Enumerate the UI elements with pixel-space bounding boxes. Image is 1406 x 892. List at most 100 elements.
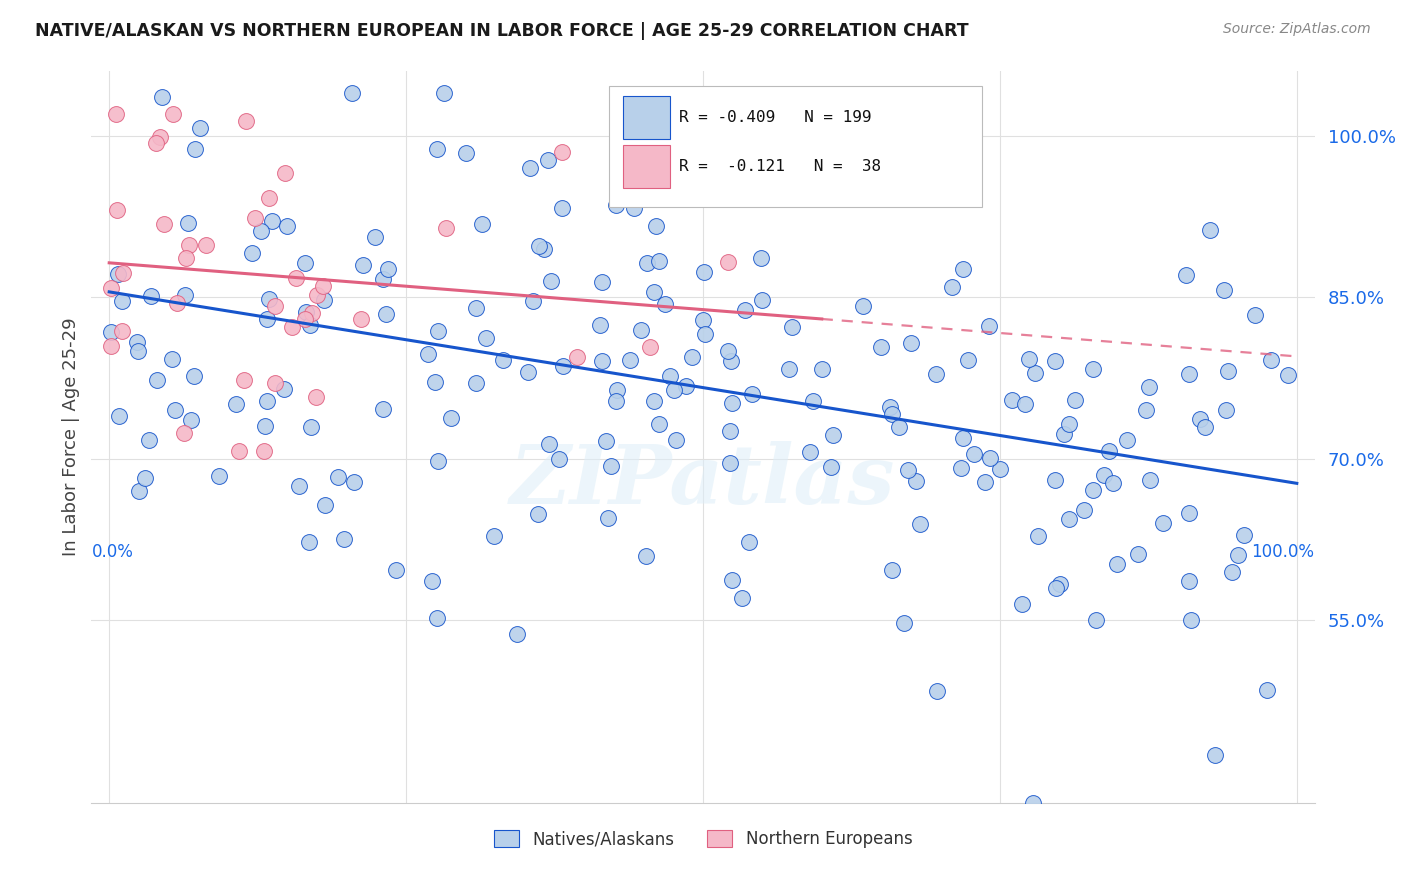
Point (591, 275, 613, 289)
Point (432, 86, 454, 100)
Point (751, 293, 773, 308)
Point (1081, 483, 1104, 498)
Point (517, 365, 540, 379)
Point (1256, 683, 1278, 698)
Point (273, 382, 295, 396)
Point (1220, 565, 1243, 579)
Point (454, 146, 477, 161)
Point (1139, 473, 1161, 487)
Point (634, 140, 657, 154)
Point (1022, 796, 1045, 810)
Point (1226, 548, 1249, 562)
Point (1024, 367, 1046, 381)
Point (440, 411, 463, 425)
Point (260, 213, 283, 227)
Point (294, 305, 316, 319)
Point (484, 529, 506, 543)
Point (605, 197, 627, 211)
Point (741, 387, 763, 401)
Point (1277, 368, 1299, 382)
Point (235, 114, 257, 128)
Point (146, 373, 169, 387)
Point (718, 456, 741, 470)
Point (1053, 426, 1076, 441)
Point (149, 130, 172, 145)
Point (550, 201, 572, 215)
Point (188, 120, 211, 135)
Point (257, 292, 280, 306)
Point (264, 299, 287, 313)
Point (533, 243, 555, 257)
Point (165, 402, 187, 417)
Point (294, 311, 316, 326)
Point (990, 462, 1012, 476)
Point (176, 215, 198, 229)
Point (681, 350, 703, 364)
Point (910, 516, 932, 531)
Point (465, 301, 488, 315)
Point (364, 229, 387, 244)
Point (1216, 363, 1239, 377)
Point (100, 325, 122, 339)
Point (979, 450, 1001, 465)
Point (721, 395, 744, 409)
Point (1018, 352, 1040, 367)
Point (1178, 506, 1201, 520)
Point (718, 425, 741, 439)
Text: Source: ZipAtlas.com: Source: ZipAtlas.com (1223, 22, 1371, 37)
Point (377, 262, 399, 277)
Point (299, 420, 322, 434)
Point (426, 454, 449, 468)
Point (333, 532, 356, 546)
Point (551, 145, 574, 159)
Point (1045, 581, 1067, 595)
FancyBboxPatch shape (623, 145, 671, 187)
Point (887, 419, 910, 434)
Point (371, 401, 394, 416)
Point (979, 319, 1001, 334)
Point (693, 265, 716, 279)
Point (526, 507, 548, 521)
Point (565, 351, 588, 365)
Point (1126, 547, 1149, 561)
Point (1116, 433, 1139, 447)
Point (595, 434, 617, 448)
Point (128, 484, 150, 499)
Point (897, 463, 920, 477)
Point (256, 311, 278, 326)
Point (654, 297, 676, 311)
Point (184, 142, 207, 156)
Point (232, 373, 254, 387)
Point (591, 354, 613, 368)
Text: R =  -0.121   N =  38: R = -0.121 N = 38 (679, 159, 880, 174)
Point (274, 166, 297, 180)
Point (243, 211, 266, 226)
Point (257, 191, 280, 205)
Point (492, 353, 515, 368)
Point (305, 391, 328, 405)
Point (111, 293, 134, 308)
Point (307, 288, 329, 302)
Point (537, 437, 560, 451)
Point (519, 161, 541, 176)
Point (228, 444, 250, 458)
Point (738, 534, 761, 549)
Point (880, 408, 903, 422)
Point (141, 289, 163, 303)
Point (1152, 516, 1174, 530)
Point (434, 221, 457, 235)
Point (250, 224, 273, 238)
Point (471, 218, 494, 232)
Point (1049, 576, 1071, 591)
Point (301, 306, 323, 320)
Point (941, 280, 963, 294)
Point (879, 401, 901, 415)
Point (643, 394, 665, 409)
Legend: Natives/Alaskans, Northern Europeans: Natives/Alaskans, Northern Europeans (485, 822, 921, 856)
Point (522, 293, 544, 308)
Point (900, 336, 922, 351)
Point (343, 475, 366, 489)
Point (537, 153, 560, 167)
Point (547, 451, 569, 466)
Point (281, 319, 304, 334)
